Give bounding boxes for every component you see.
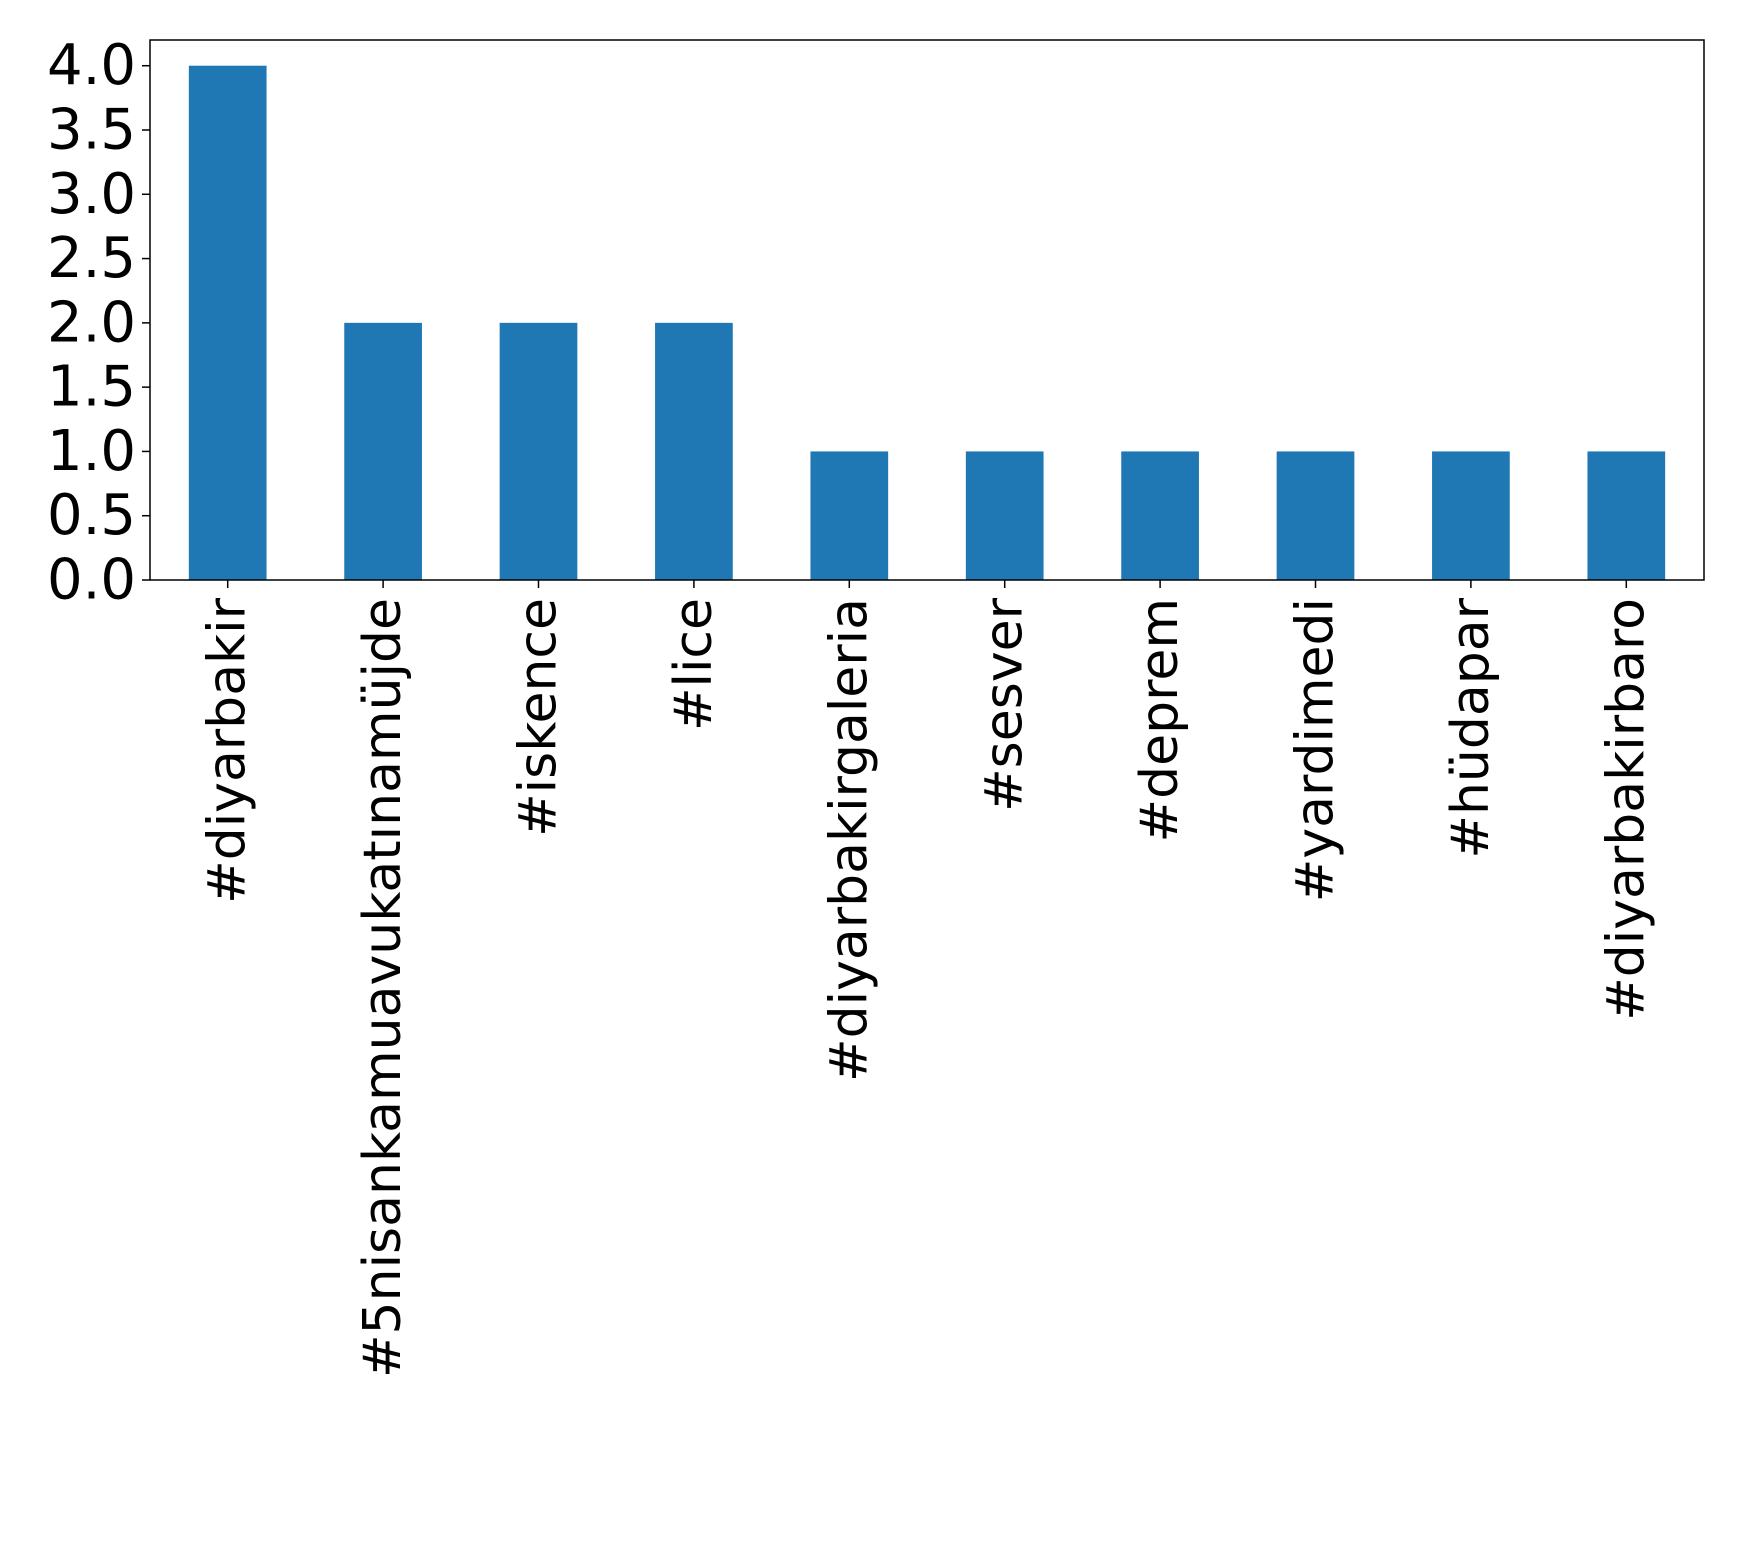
x-tick-label: #hüdapar (1441, 597, 1501, 858)
y-tick-label: 0.5 (47, 483, 136, 548)
y-tick-label: 4.0 (47, 33, 136, 98)
y-tick-label: 2.0 (47, 290, 136, 355)
y-tick-label: 1.0 (47, 419, 136, 484)
x-tick-label: #diyarbakirbaro (1596, 598, 1656, 1021)
bar (344, 322, 422, 580)
bar (188, 65, 267, 580)
y-tick-label: 3.0 (47, 162, 136, 227)
y-tick-label: 3.5 (47, 98, 136, 163)
bar (1121, 451, 1199, 580)
y-tick-label: 2.5 (47, 226, 136, 291)
bar (965, 451, 1044, 580)
plot-frame (149, 39, 1705, 581)
bar (810, 451, 889, 580)
bar (499, 322, 578, 580)
bar (655, 322, 733, 580)
x-tick-label: #diyarbakirgaleria (819, 598, 879, 1082)
x-tick-label: #lice (664, 598, 724, 731)
x-tick-label: #diyarbakir (198, 597, 258, 903)
bar (1276, 451, 1355, 580)
y-tick-label: 0.0 (47, 548, 136, 613)
x-tick-label: #5nisankamuavukatınamüjde (353, 598, 413, 1378)
x-axis: #diyarbakir #5nisankamuavukatınamüjde #isk… (198, 580, 1656, 1378)
x-tick-label: #deprem (1130, 598, 1190, 842)
x-tick-label: #sesver (975, 597, 1035, 812)
x-tick-label: #iskence (509, 598, 569, 837)
bars-layer (188, 65, 1666, 580)
y-tick-label: 1.5 (47, 355, 136, 420)
x-tick-label: #yardimedi (1286, 598, 1346, 902)
y-axis: 0.00.51.01.52.02.53.03.54.0 (47, 33, 150, 613)
bar (1587, 451, 1666, 580)
bar (1432, 451, 1510, 580)
